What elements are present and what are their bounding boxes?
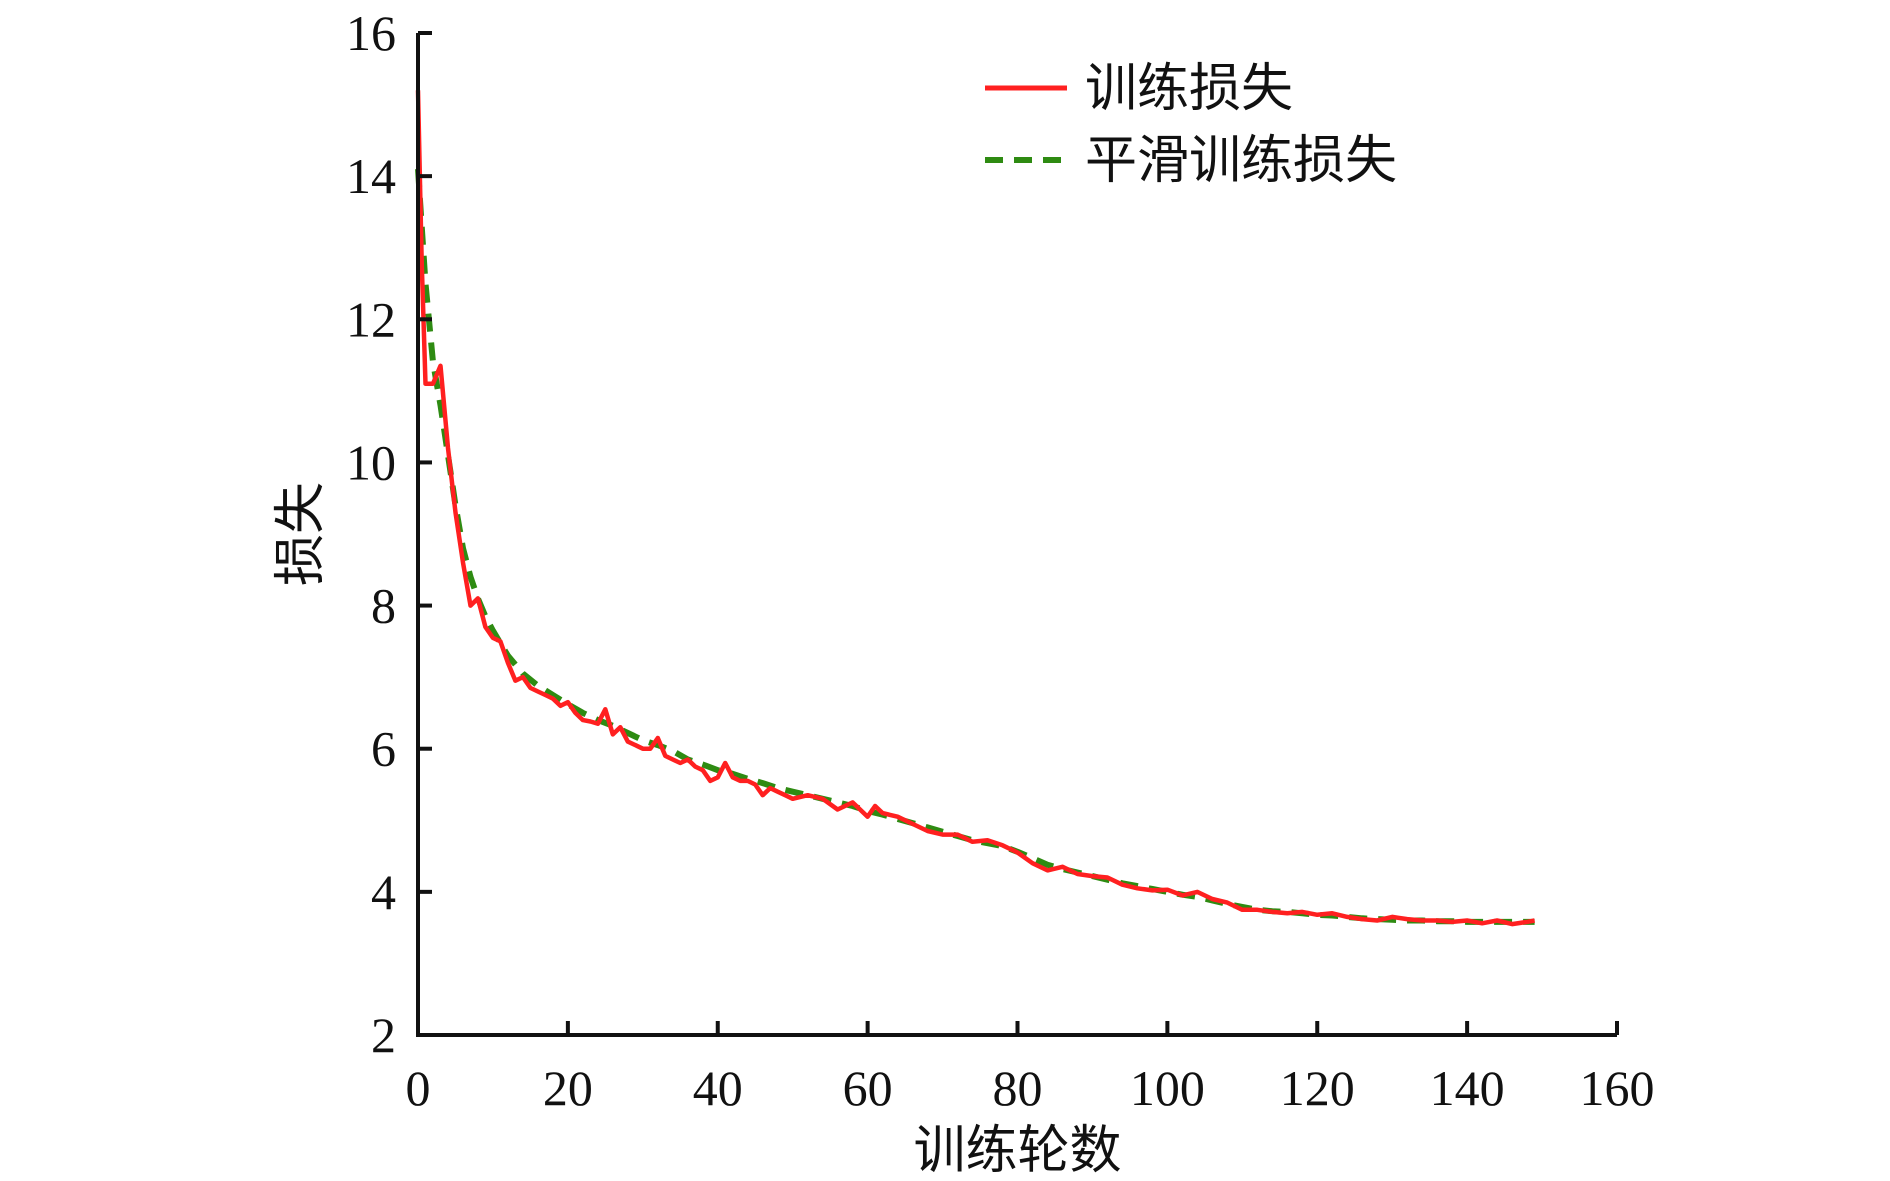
y-axis-ticks: 2 4 6 8 10 12 14 16 xyxy=(346,5,432,1063)
y-tick-label: 14 xyxy=(346,148,396,204)
x-tick-label: 140 xyxy=(1430,1060,1505,1116)
y-tick-label: 10 xyxy=(346,434,396,490)
x-axis-title: 训练轮数 xyxy=(913,1121,1121,1181)
y-tick-label: 6 xyxy=(371,721,396,777)
y-axis-title: 损失 xyxy=(271,482,331,586)
x-tick-label: 120 xyxy=(1280,1060,1355,1116)
x-tick-label: 160 xyxy=(1580,1060,1655,1116)
x-tick-label: 40 xyxy=(693,1060,743,1116)
x-tick-label: 100 xyxy=(1130,1060,1205,1116)
axes: 0 20 40 60 80 100 120 140 160 2 4 6 8 10 12 14 16 xyxy=(346,5,1655,1116)
x-axis-ticks: 0 20 40 60 80 100 120 140 160 xyxy=(406,1021,1655,1116)
legend-label-train-loss: 训练损失 xyxy=(1085,59,1293,119)
series-layer xyxy=(415,90,1536,927)
y-tick-label: 8 xyxy=(371,578,396,634)
x-tick-label: 0 xyxy=(406,1060,431,1116)
y-tick-label: 16 xyxy=(346,5,396,61)
x-tick-label: 60 xyxy=(843,1060,893,1116)
x-tick-label: 20 xyxy=(543,1060,593,1116)
y-tick-label: 12 xyxy=(346,291,396,347)
y-tick-label: 2 xyxy=(371,1007,396,1063)
smoothed-train-loss-line xyxy=(415,168,1535,925)
x-tick-label: 80 xyxy=(993,1060,1043,1116)
legend: 训练损失 平滑训练损失 xyxy=(985,59,1397,191)
legend-label-smoothed-train-loss: 平滑训练损失 xyxy=(1085,131,1397,191)
train-loss-line xyxy=(415,90,1536,927)
y-tick-label: 4 xyxy=(371,864,396,920)
